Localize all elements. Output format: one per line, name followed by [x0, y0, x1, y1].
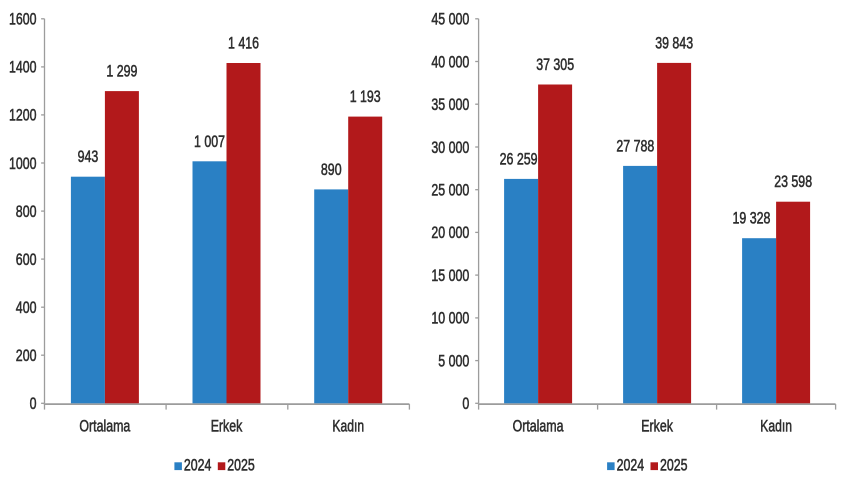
- svg-text:40 000: 40 000: [431, 53, 469, 71]
- svg-text:Ortalama: Ortalama: [79, 417, 130, 435]
- svg-text:Ortalama: Ortalama: [513, 417, 564, 435]
- svg-text:200: 200: [16, 347, 37, 365]
- svg-text:45 000: 45 000: [431, 11, 469, 29]
- svg-text:2024: 2024: [617, 457, 645, 475]
- svg-text:37 305: 37 305: [536, 56, 574, 74]
- svg-text:Erkek: Erkek: [211, 417, 243, 435]
- svg-text:1200: 1200: [9, 107, 37, 125]
- svg-text:Erkek: Erkek: [641, 417, 673, 435]
- svg-text:35 000: 35 000: [431, 96, 469, 114]
- svg-text:1400: 1400: [9, 59, 37, 77]
- svg-text:1 007: 1 007: [194, 133, 225, 151]
- svg-text:19 328: 19 328: [733, 210, 771, 228]
- svg-text:1600: 1600: [9, 11, 37, 29]
- svg-text:600: 600: [16, 251, 37, 269]
- svg-text:10 000: 10 000: [431, 310, 469, 328]
- svg-text:890: 890: [321, 161, 342, 179]
- svg-text:2024: 2024: [184, 457, 212, 475]
- svg-text:Kadın: Kadın: [332, 417, 364, 435]
- svg-text:30 000: 30 000: [431, 139, 469, 157]
- svg-text:20 000: 20 000: [431, 224, 469, 242]
- svg-text:0: 0: [462, 395, 469, 413]
- svg-text:0: 0: [30, 395, 37, 413]
- svg-text:943: 943: [78, 148, 99, 166]
- svg-text:23 598: 23 598: [774, 173, 812, 191]
- svg-text:15 000: 15 000: [431, 267, 469, 285]
- svg-text:27 788: 27 788: [616, 137, 654, 155]
- svg-text:26 259: 26 259: [500, 150, 538, 168]
- svg-text:39 843: 39 843: [655, 34, 693, 52]
- svg-text:Kadın: Kadın: [760, 417, 792, 435]
- svg-text:1 193: 1 193: [350, 88, 381, 106]
- svg-text:1 299: 1 299: [106, 63, 137, 81]
- svg-text:25 000: 25 000: [431, 182, 469, 200]
- svg-text:800: 800: [16, 203, 37, 221]
- svg-text:2025: 2025: [227, 457, 255, 475]
- svg-text:1000: 1000: [9, 155, 37, 173]
- svg-text:400: 400: [16, 299, 37, 317]
- svg-text:2025: 2025: [660, 457, 688, 475]
- svg-text:1 416: 1 416: [228, 35, 259, 53]
- svg-text:5 000: 5 000: [438, 352, 469, 370]
